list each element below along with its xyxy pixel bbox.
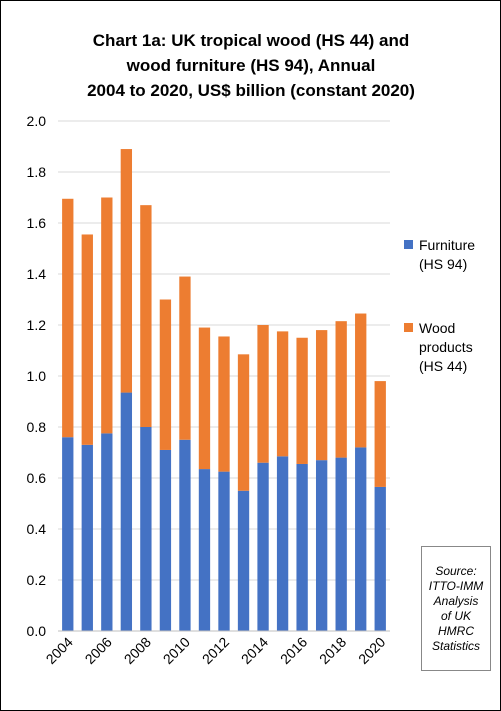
source-line: ITTO-IMM [428, 578, 484, 593]
bar-furniture-2012 [218, 471, 230, 631]
source-line: HMRC [438, 623, 474, 638]
bar-wood-products-2012 [218, 336, 230, 472]
source-note: Source: ITTO-IMM Analysis of UK HMRC Statisti… [421, 546, 491, 671]
bar-wood-products-2008 [140, 205, 152, 427]
bar-furniture-2013 [237, 490, 250, 631]
x-tick-label: 2010 [160, 634, 193, 667]
legend-swatch [404, 323, 413, 332]
bar-wood-products-2004 [62, 198, 74, 438]
y-tick-label: 1.8 [27, 164, 47, 180]
chart-title-line: Chart 1a: UK tropical wood (HS 44) and [93, 31, 409, 50]
legend-label: Furniture [419, 237, 475, 253]
legend-label: products [419, 339, 473, 355]
x-tick-label: 2018 [316, 634, 349, 667]
bar-wood-products-2005 [81, 234, 93, 445]
source-line: Statistics [431, 638, 480, 653]
y-tick-label: 1.2 [27, 317, 47, 333]
x-tick-label: 2020 [355, 634, 388, 667]
y-tick-label: 1.6 [27, 215, 47, 231]
bar-furniture-2014 [257, 462, 269, 631]
x-tick-label: 2016 [277, 634, 310, 667]
source-line: Analysis [433, 593, 479, 608]
y-tick-label: 1.4 [27, 266, 47, 282]
bar-furniture-2008 [140, 427, 152, 631]
bar-furniture-2015 [276, 456, 289, 631]
source-line: Source: [435, 563, 477, 578]
y-tick-label: 1.0 [27, 368, 47, 384]
bar-wood-products-2018 [335, 321, 347, 458]
legend-label: (HS 94) [419, 256, 467, 272]
bar-furniture-2018 [335, 457, 347, 631]
x-tick-label: 2008 [121, 634, 154, 667]
bars [62, 149, 386, 631]
y-tick-label: 0.2 [27, 572, 47, 588]
chart-title-line: 2004 to 2020, US$ billion (constant 2020… [87, 81, 415, 100]
y-tick-label: 2.0 [27, 113, 47, 129]
bar-wood-products-2010 [179, 276, 191, 440]
bar-furniture-2010 [179, 439, 191, 631]
x-tick-label: 2014 [238, 634, 271, 667]
y-tick-label: 0.6 [27, 470, 47, 486]
bar-furniture-2020 [374, 486, 386, 631]
chart-title: Chart 1a: UK tropical wood (HS 44) and wo… [87, 31, 415, 100]
y-axis-ticks: 0.0 0.2 0.4 0.6 0.8 1.0 1.2 1.4 1.6 1.8 2.0 [27, 113, 47, 639]
legend: Furniture (HS 94) Wood products (HS 44) [404, 237, 475, 374]
bar-furniture-2011 [198, 469, 211, 631]
bar-furniture-2009 [159, 449, 172, 631]
y-tick-label: 0.8 [27, 419, 47, 435]
bar-furniture-2016 [296, 463, 308, 631]
x-tick-label: 2012 [199, 634, 232, 667]
source-line: of UK [440, 608, 471, 623]
chart-title-line: wood furniture (HS 94), Annual [126, 56, 376, 75]
bar-wood-products-2013 [237, 354, 250, 491]
bar-wood-products-2009 [159, 299, 172, 450]
bar-wood-products-2014 [257, 325, 269, 463]
bar-wood-products-2017 [315, 330, 328, 461]
legend-swatch [404, 240, 413, 249]
bar-furniture-2004 [62, 437, 74, 631]
bar-wood-products-2006 [101, 197, 113, 434]
x-tick-label: 2004 [43, 634, 76, 667]
bar-furniture-2019 [355, 447, 367, 631]
legend-label: (HS 44) [419, 358, 467, 374]
x-tick-label: 2006 [82, 634, 115, 667]
y-tick-label: 0.4 [27, 521, 47, 537]
bar-furniture-2007 [120, 392, 133, 631]
bar-furniture-2006 [101, 433, 113, 631]
x-axis-ticks: 2004 2006 2008 2010 2012 2014 2016 2018 2020 [43, 634, 389, 667]
bar-wood-products-2019 [355, 313, 367, 448]
bar-wood-products-2015 [276, 331, 289, 457]
bar-furniture-2017 [315, 460, 328, 631]
bar-wood-products-2007 [120, 149, 133, 393]
bar-furniture-2005 [81, 444, 93, 631]
y-tick-label: 0.0 [27, 623, 47, 639]
legend-label: Wood [419, 320, 455, 336]
bar-wood-products-2011 [198, 327, 211, 470]
bar-wood-products-2020 [374, 381, 386, 487]
bar-wood-products-2016 [296, 337, 308, 464]
